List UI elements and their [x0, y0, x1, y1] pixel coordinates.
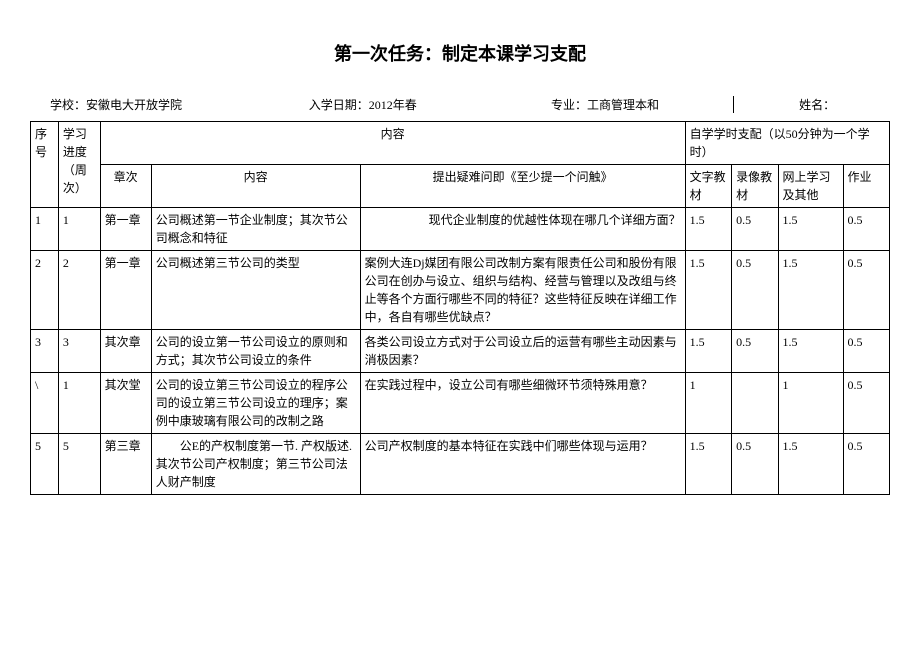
cell-online: 1.5: [778, 330, 843, 373]
cell-homework: 0.5: [843, 208, 890, 251]
cell-question: 现代企业制度的优越性体现在哪几个详细方面？: [360, 208, 685, 251]
school-value: 安徽电大开放学院: [86, 98, 182, 112]
table-row: 1 1 第一章 公司概述第一节企业制度；其次节公司概念和特征 现代企业制度的优越…: [31, 208, 890, 251]
header-self-study: 自学学时支配（以50分钟为一个学时）: [685, 122, 889, 165]
cell-seq: 3: [31, 330, 59, 373]
table-row: 5 5 第三章 公E的产权制度第一节. 产权版述.其次节公司产权制度；第三节公司…: [31, 434, 890, 495]
school-info: 学校：安徽电大开放学院: [30, 96, 269, 113]
cell-text-mat: 1: [685, 373, 731, 434]
major-label: 专业：: [551, 98, 587, 112]
cell-chapter: 第一章: [100, 208, 151, 251]
cell-video-mat: 0.5: [732, 434, 778, 495]
cell-online: 1: [778, 373, 843, 434]
cell-content: 公司概述第一节企业制度；其次节公司概念和特征: [151, 208, 360, 251]
cell-question: 在实践过程中，设立公司有哪些细微环节须特殊用意？: [360, 373, 685, 434]
cell-online: 1.5: [778, 434, 843, 495]
cell-video-mat: 0.5: [732, 330, 778, 373]
cell-seq: 1: [31, 208, 59, 251]
cell-video-mat: [732, 373, 778, 434]
cell-text-mat: 1.5: [685, 434, 731, 495]
date-value: 2012年春: [369, 98, 417, 112]
table-row: 2 2 第一章 公司概述第三节公司的类型 案例大连Dj媒团有限公司改制方案有限责…: [31, 251, 890, 330]
header-row-1: 序号 学习进度（周次） 内容 自学学时支配（以50分钟为一个学时）: [31, 122, 890, 165]
cell-question: 案例大连Dj媒团有限公司改制方案有限责任公司和股份有限公司在创办与设立、组织与结…: [360, 251, 685, 330]
cell-chapter: 其次堂: [100, 373, 151, 434]
header-text-mat: 文字教材: [685, 165, 731, 208]
cell-chapter: 第三章: [100, 434, 151, 495]
cell-content: 公司的设立第三节公司设立的程序公司的设立第三节公司设立的理序；案例中康玻璃有限公…: [151, 373, 360, 434]
cell-text-mat: 1.5: [685, 330, 731, 373]
header-row-2: 章次 内容 提出疑难问即《至少提一个问触》 文字教材 录像教材 网上学习及其他 …: [31, 165, 890, 208]
cell-seq: \: [31, 373, 59, 434]
major-value: 工商管理本和: [587, 98, 659, 112]
header-chapter: 章次: [100, 165, 151, 208]
header-video-mat: 录像教材: [732, 165, 778, 208]
header-content: 内容: [151, 165, 360, 208]
table-row: \ 1 其次堂 公司的设立第三节公司设立的程序公司的设立第三节公司设立的理序；案…: [31, 373, 890, 434]
cell-text-mat: 1.5: [685, 251, 731, 330]
header-online: 网上学习及其他: [778, 165, 843, 208]
page-title: 第一次任务：制定本课学习支配: [30, 40, 890, 66]
cell-progress: 5: [58, 434, 100, 495]
cell-content: 公司概述第三节公司的类型: [151, 251, 360, 330]
cell-chapter: 其次章: [100, 330, 151, 373]
study-plan-table: 序号 学习进度（周次） 内容 自学学时支配（以50分钟为一个学时） 章次 内容 …: [30, 121, 890, 495]
header-seq: 序号: [31, 122, 59, 208]
cell-homework: 0.5: [843, 373, 890, 434]
date-label: 入学日期：: [309, 98, 369, 112]
header-homework: 作业: [843, 165, 890, 208]
cell-seq: 2: [31, 251, 59, 330]
cell-video-mat: 0.5: [732, 251, 778, 330]
cell-question: 各类公司设立方式对于公司设立后的运营有哪些主动因素与消极因素？: [360, 330, 685, 373]
cell-progress: 1: [58, 373, 100, 434]
cell-video-mat: 0.5: [732, 208, 778, 251]
cell-homework: 0.5: [843, 251, 890, 330]
cell-progress: 2: [58, 251, 100, 330]
cell-text-mat: 1.5: [685, 208, 731, 251]
cell-chapter: 第一章: [100, 251, 151, 330]
cell-seq: 5: [31, 434, 59, 495]
cell-progress: 3: [58, 330, 100, 373]
cell-online: 1.5: [778, 251, 843, 330]
header-progress: 学习进度（周次）: [58, 122, 100, 208]
cell-progress: 1: [58, 208, 100, 251]
table-row: 3 3 其次章 公司的设立第一节公司设立的原则和方式；其次节公司设立的条件 各类…: [31, 330, 890, 373]
cell-homework: 0.5: [843, 434, 890, 495]
school-label: 学校：: [50, 98, 86, 112]
cell-content: 公E的产权制度第一节. 产权版述.其次节公司产权制度；第三节公司法人财产制度: [151, 434, 360, 495]
name-label: 姓名：: [799, 98, 835, 112]
name-info: 姓名：: [733, 96, 890, 113]
cell-online: 1.5: [778, 208, 843, 251]
cell-question: 公司产权制度的基本特征在实践中们哪些体现与运用？: [360, 434, 685, 495]
major-info: 专业：工商管理本和: [491, 96, 733, 113]
info-row: 学校：安徽电大开放学院 入学日期：2012年春 专业：工商管理本和 姓名：: [30, 96, 890, 113]
header-content-group: 内容: [100, 122, 685, 165]
header-question: 提出疑难问即《至少提一个问触》: [360, 165, 685, 208]
cell-content: 公司的设立第一节公司设立的原则和方式；其次节公司设立的条件: [151, 330, 360, 373]
cell-homework: 0.5: [843, 330, 890, 373]
date-info: 入学日期：2012年春: [269, 96, 491, 113]
